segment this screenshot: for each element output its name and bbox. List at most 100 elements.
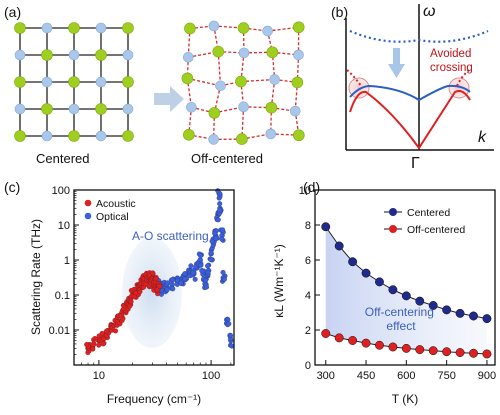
x-tick-label-d: 900 [478,370,496,382]
scatter-point-optical [217,201,222,206]
caption-off-centered: Off-centered [191,151,263,166]
anion-atom [290,106,300,116]
data-point-off-centered [429,346,437,354]
anion-atom [42,77,52,87]
scatter-point-optical [188,263,193,268]
scatter-point-optical [220,228,225,233]
y-tick-label-d: 8 [305,220,311,232]
anion-atom [69,50,79,60]
scatter-point-acoustic [154,276,159,281]
anion-atom [239,48,249,58]
cation-atom [69,77,80,88]
data-point-off-centered [375,341,383,349]
data-point-off-centered [348,336,356,344]
y-tick-label-d: 6 [305,255,311,267]
anion-atom [69,104,79,114]
scatter-point-optical [182,271,187,276]
scatter-point-acoustic [104,329,109,334]
data-point-off-centered [442,348,450,356]
x-tick-label-d: 750 [437,370,455,382]
cation-atom [123,23,134,34]
ao-scattering-label: A-O scattering [132,229,209,243]
anion-atom [266,129,276,139]
scatter-point-acoustic [127,304,132,309]
scatter-point-optical [215,188,220,193]
legend-marker-off-centered [389,225,397,233]
y-tick-label-d: 10 [299,185,311,197]
data-point-off-centered [483,350,491,358]
transition-arrow-icon [154,86,184,112]
anion-atom [270,75,280,85]
legend-marker-centered [389,208,397,216]
x-tick-label-d: 450 [357,370,375,382]
scatter-point-optical [216,217,221,222]
data-point-centered [375,278,383,286]
anion-atom [209,134,219,144]
cation-atom [182,73,193,84]
panel-a-label: (a) [4,4,21,20]
legend-acoustic: Acoustic [96,198,136,210]
data-point-centered [442,306,450,314]
k-label: k [478,129,487,146]
cation-atom [42,104,53,115]
anion-atom [239,102,249,112]
data-point-off-centered [322,329,330,337]
scatter-point-optical [193,277,198,282]
data-point-off-centered [469,349,477,357]
anion-atom [15,104,25,114]
y-tick-label-d: 0 [305,360,311,372]
legend-off-centered: Off-centered [407,224,465,236]
scatter-point-optical [208,257,213,262]
legend-marker-optical [85,213,92,220]
anion-atom [96,77,106,87]
omega-label: ω [423,3,435,20]
scatter-point-optical [213,236,218,241]
cation-atom [267,47,278,58]
cation-atom [69,23,80,34]
scatter-point-acoustic [150,271,155,276]
panel-b: (b) ω k Γ Avoided crossing [331,3,494,172]
data-point-off-centered [335,334,343,342]
data-point-centered [348,258,356,266]
anion-atom [209,21,219,31]
anion-atom [42,23,52,33]
cation-atom [123,131,134,142]
cation-atom [236,134,247,145]
legend-marker-acoustic [85,200,92,207]
cation-atom [15,131,26,142]
legend-centered: Centered [407,207,450,219]
data-point-centered [389,286,397,294]
scatter-point-optical [212,231,217,236]
scatter-point-optical [217,208,222,213]
cation-atom [15,23,26,34]
scatter-point-optical [165,287,170,292]
scatter-point-optical [209,251,214,256]
scatter-point-acoustic [85,350,90,355]
scatter-point-acoustic [84,342,89,347]
x-tick-label-c: 100 [202,370,220,382]
anion-atom [96,131,106,141]
centered-lattice [15,23,134,142]
data-point-off-centered [389,343,397,351]
data-point-centered [469,312,477,320]
data-point-centered [335,242,343,250]
avoided-crossing-label: Avoided crossing [430,48,475,74]
panel-b-label: (b) [331,4,348,20]
anion-atom [123,50,133,60]
data-point-off-centered [416,345,424,353]
anion-atom [216,81,226,91]
scatter-point-optical [199,263,204,268]
scatter-point-optical [206,270,211,275]
x-tick-label-d: 600 [397,370,415,382]
cation-atom [238,23,249,34]
data-point-off-centered [402,344,410,352]
off-centered-lattice [182,21,304,145]
cation-atom [266,102,277,113]
cation-atom [183,129,194,140]
cation-atom [96,104,107,115]
softening-arrow-icon [388,48,405,78]
panel-a: (a) Centered Off-centered [4,4,304,166]
data-point-centered [402,292,410,300]
